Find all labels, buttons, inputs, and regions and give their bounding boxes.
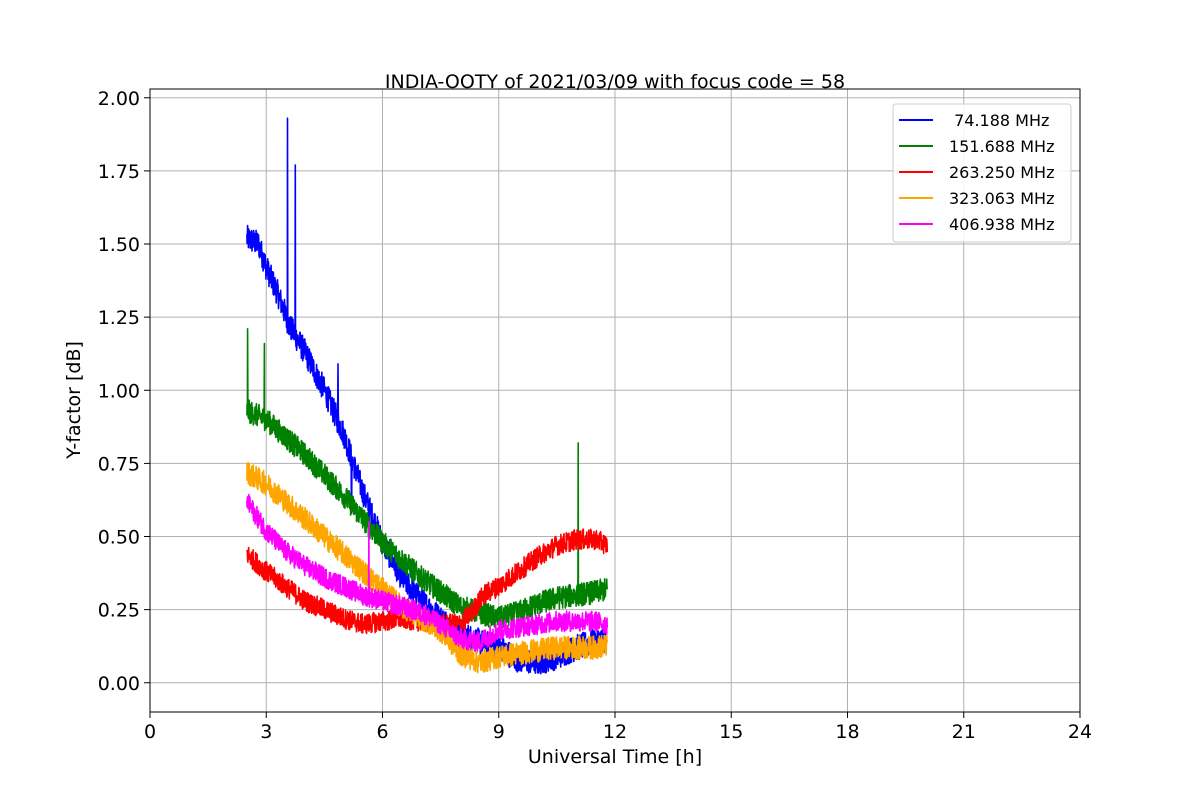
y-tick-label: 0.50 [98, 527, 140, 549]
x-tick-label: 9 [493, 721, 505, 743]
y-axis-label: Y-factor [dB] [63, 341, 85, 460]
x-tick-label: 3 [260, 721, 272, 743]
x-tick-label: 0 [144, 721, 156, 743]
legend-box [892, 103, 1072, 243]
y-tick-label: 1.25 [98, 307, 140, 329]
legend-label: 323.063 MHz [949, 189, 1054, 208]
x-tick-label: 24 [1068, 721, 1092, 743]
legend-label: 151.688 MHz [949, 137, 1054, 156]
y-tick-label: 0.00 [98, 673, 140, 695]
legend-label: 406.938 MHz [949, 215, 1054, 234]
y-tick-label: 0.25 [98, 600, 140, 622]
grid-layer [149, 89, 1081, 712]
tick-layer: 0 3 6 9 12 15 18 21 24 0.00 0.25 0.50 0.75 1.00 1.25 1.… [98, 88, 1092, 743]
y-tick-label: 0.75 [98, 453, 140, 475]
legend-label: 263.250 MHz [949, 163, 1054, 182]
series-layer [246, 117, 609, 675]
chart-title: INDIA-OOTY of 2021/03/09 with focus code… [385, 71, 845, 93]
legend: 74.188 MHz 151.688 MHz 263.250 MHz 323.063 … [892, 103, 1072, 243]
series-line-4 [246, 493, 609, 652]
x-tick-label: 6 [376, 721, 388, 743]
y-tick-label: 1.75 [98, 161, 140, 183]
x-tick-label: 12 [603, 721, 627, 743]
y-tick-label: 1.50 [98, 234, 140, 256]
x-axis-label: Universal Time [h] [528, 746, 702, 768]
x-tick-label: 15 [719, 721, 743, 743]
y-tick-label: 2.00 [98, 88, 140, 110]
series-line-1 [246, 328, 609, 628]
x-tick-label: 18 [835, 721, 859, 743]
y-tick-label: 1.00 [98, 380, 140, 402]
legend-label: 74.188 MHz [949, 111, 1049, 130]
x-tick-label: 21 [952, 721, 976, 743]
